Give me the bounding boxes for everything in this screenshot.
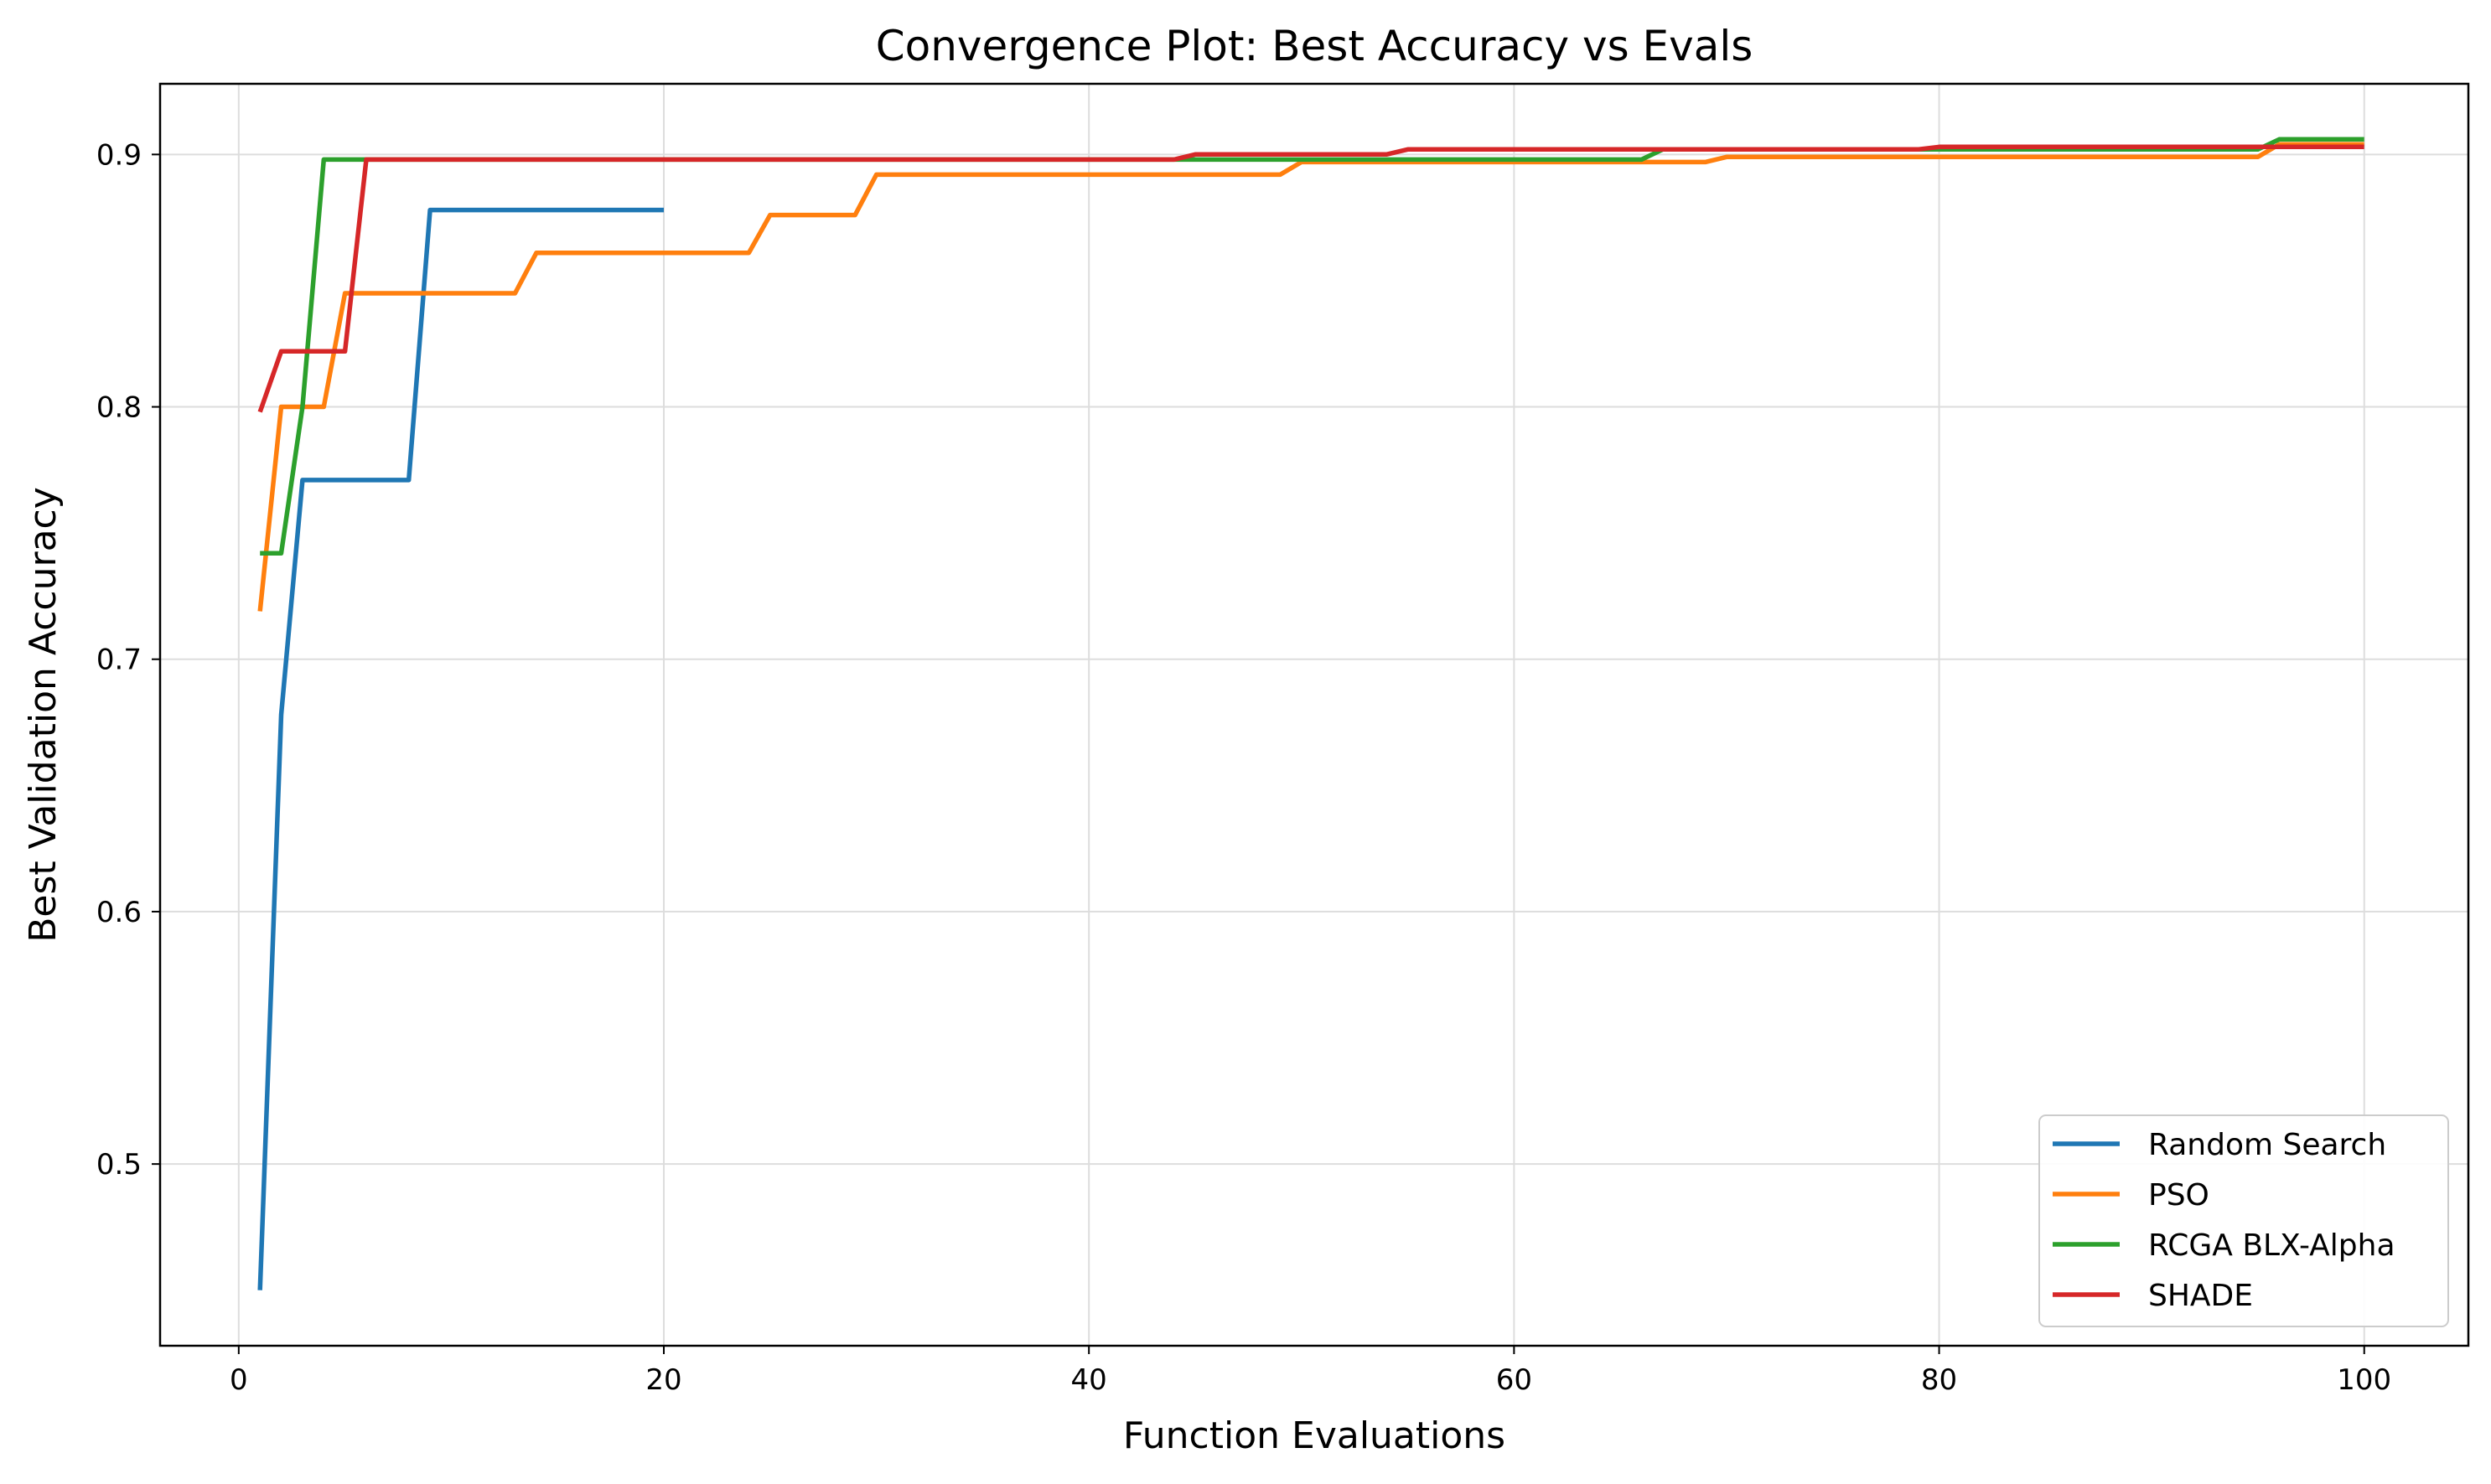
y-tick-label: 0.7	[96, 644, 142, 677]
plot-frame	[158, 82, 2470, 1347]
y-tick-label: 0.8	[96, 391, 142, 425]
legend-label: PSO	[2148, 1178, 2209, 1213]
y-axis-label: Best Validation Accuracy	[22, 487, 65, 943]
legend-label: Random Search	[2148, 1128, 2386, 1162]
y-tick-label: 0.5	[96, 1148, 142, 1182]
y-tick-label: 0.6	[96, 896, 142, 929]
legend-label: SHADE	[2148, 1279, 2253, 1313]
x-tick-label: 60	[1496, 1363, 1532, 1397]
legend-label: RCGA BLX-Alpha	[2148, 1228, 2395, 1263]
x-tick-label: 0	[230, 1363, 248, 1397]
y-tick-label: 0.9	[96, 138, 142, 172]
x-tick-label: 40	[1071, 1363, 1107, 1397]
x-tick-label: 20	[645, 1363, 681, 1397]
x-tick-label: 80	[1921, 1363, 1957, 1397]
chart-title: Convergence Plot: Best Accuracy vs Evals	[876, 22, 1753, 70]
y-axis-ticks: 0.5 0.6 0.7 0.8 0.9	[96, 138, 160, 1182]
series-lines	[257, 137, 2364, 1290]
legend-box	[2038, 1114, 2449, 1327]
x-tick-label: 100	[2337, 1363, 2391, 1397]
legend: Random Search PSO RCGA BLX-Alpha SHADE	[2038, 1114, 2449, 1327]
x-axis-label: Function Evaluations	[1123, 1414, 1505, 1457]
series-line	[257, 142, 2364, 612]
x-axis-ticks: 0 20 40 60 80 100	[230, 1346, 2391, 1397]
grid-lines	[160, 84, 2468, 1346]
series-line	[257, 144, 2364, 413]
series-line	[257, 207, 664, 1290]
series-line	[260, 137, 2364, 556]
